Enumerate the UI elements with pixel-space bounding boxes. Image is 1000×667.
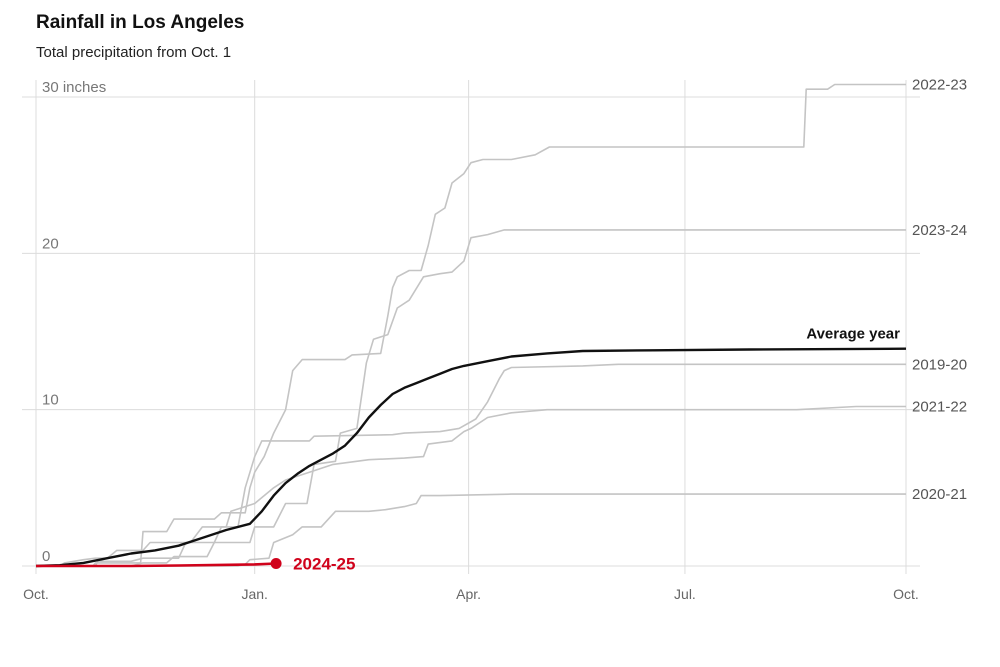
average-label: Average year [806, 326, 900, 343]
season-label: 2021-22 [912, 399, 967, 416]
chart-subtitle: Total precipitation from Oct. 1 [36, 44, 232, 61]
x-tick-label: Jan. [241, 586, 267, 602]
season-label: 2019-20 [912, 356, 967, 373]
season-line-2021-22 [36, 405, 906, 567]
y-tick-label: 10 [42, 392, 59, 409]
season-label: 2022-23 [912, 76, 967, 93]
current-season-marker [270, 557, 282, 569]
y-tick-label: 30 inches [42, 79, 106, 96]
season-line-2022-23 [36, 83, 906, 567]
season-label: 2020-21 [912, 486, 967, 503]
x-tick-label: Oct. [23, 586, 49, 602]
grid [22, 80, 920, 574]
season-line-2019-20 [36, 363, 906, 567]
season-line-2023-24 [36, 229, 906, 567]
chart-title: Rainfall in Los Angeles [36, 12, 245, 33]
current-season-line [36, 562, 277, 568]
x-tick-label: Apr. [456, 586, 481, 602]
season-label: 2023-24 [912, 222, 967, 239]
current-season [36, 557, 282, 569]
x-tick-label: Jul. [674, 586, 696, 602]
y-tick-label: 20 [42, 235, 59, 252]
y-tick-label: 0 [42, 548, 50, 565]
x-tick-label: Oct. [893, 586, 919, 602]
average-year [35, 347, 907, 568]
past-seasons [36, 83, 906, 567]
average-line [35, 347, 907, 568]
current-season-label: 2024-25 [293, 554, 355, 573]
season-line-2020-21 [36, 493, 906, 567]
labels: 0 10 20 30 inches Oct. Jan. Apr. Jul. Oct. 2022-2… [23, 76, 967, 602]
